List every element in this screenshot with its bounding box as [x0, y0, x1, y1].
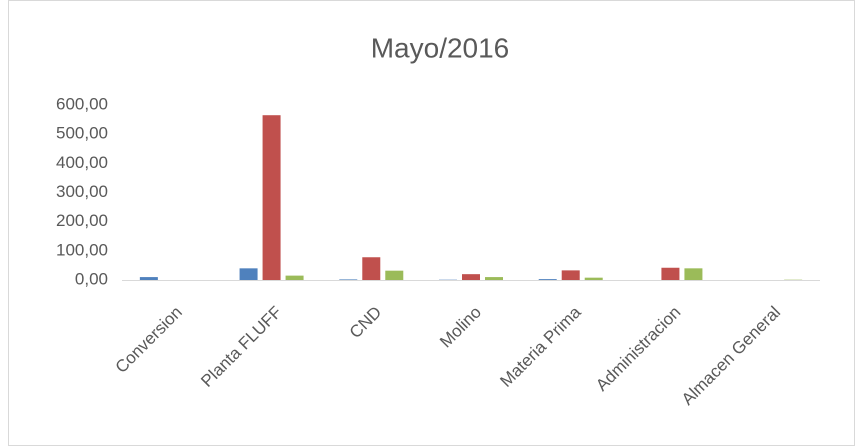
y-tick-label: 300,00 — [56, 182, 108, 201]
chart-title: Mayo/2016 — [371, 32, 510, 63]
bar — [139, 277, 158, 280]
y-tick-label: 0,00 — [75, 269, 108, 288]
bar — [462, 274, 480, 280]
bar — [285, 275, 304, 280]
bar — [485, 277, 503, 280]
bar — [262, 115, 281, 280]
bar — [684, 268, 703, 280]
y-tick-label: 200,00 — [56, 211, 108, 230]
bar — [661, 267, 680, 280]
bar — [538, 279, 557, 280]
bar — [561, 270, 580, 280]
bar — [239, 268, 258, 280]
y-tick-label: 400,00 — [56, 153, 108, 172]
bar — [362, 257, 381, 280]
bar — [584, 277, 603, 280]
y-tick-label: 600,00 — [56, 94, 108, 113]
y-tick-label: 100,00 — [56, 240, 108, 259]
y-tick-label: 500,00 — [56, 124, 108, 143]
bar — [339, 279, 358, 280]
chart-border — [8, 0, 855, 446]
bar — [385, 270, 404, 280]
